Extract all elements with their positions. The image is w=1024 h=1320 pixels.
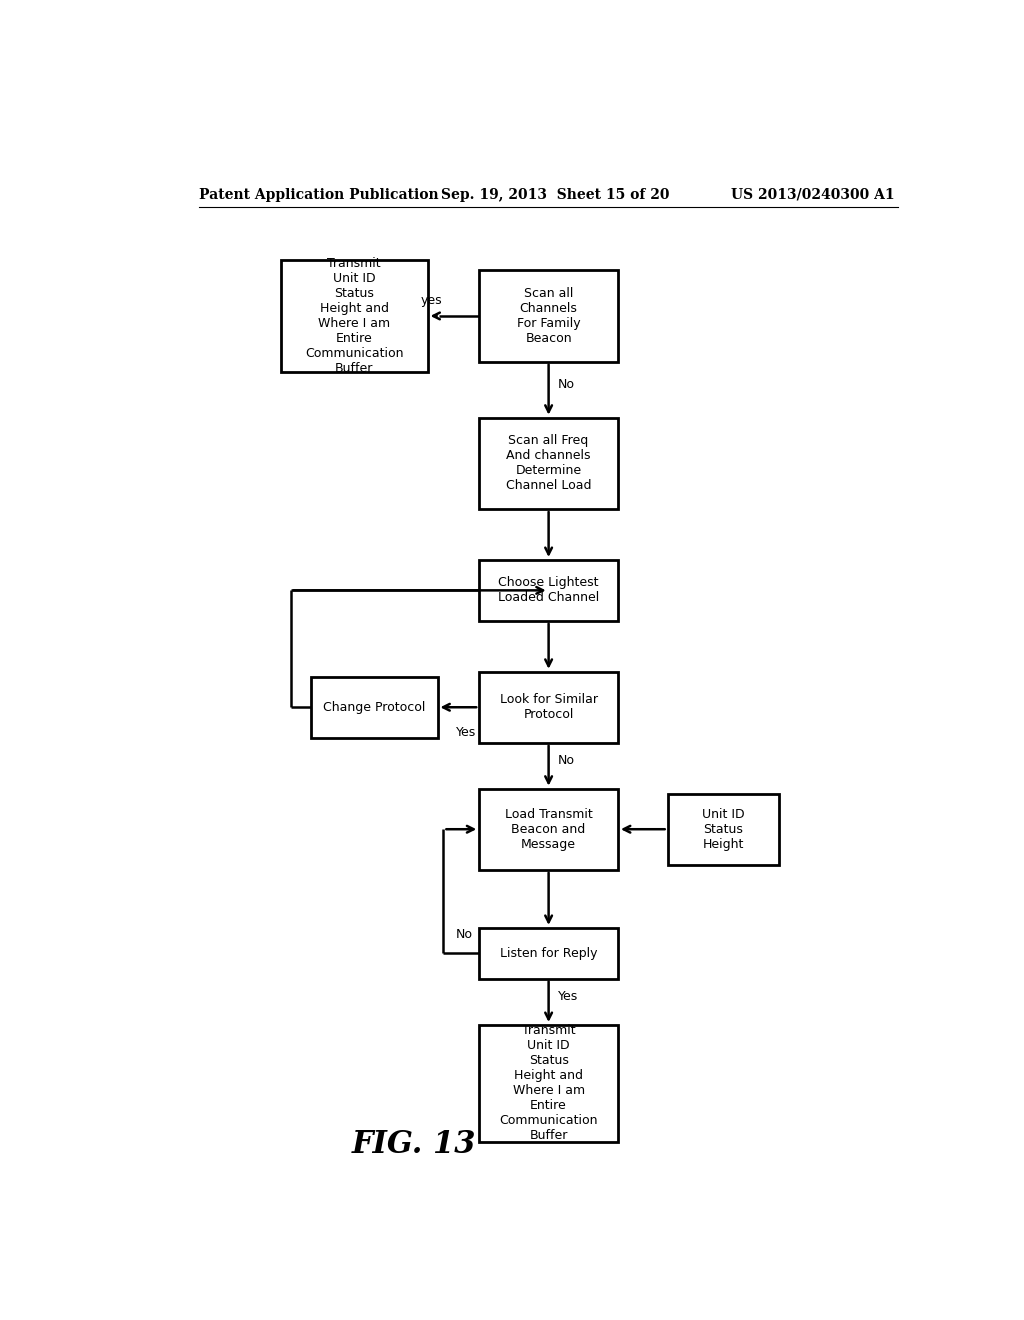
- FancyBboxPatch shape: [479, 672, 618, 743]
- Text: No: No: [456, 928, 473, 941]
- FancyBboxPatch shape: [281, 260, 428, 372]
- Text: No: No: [558, 754, 575, 767]
- FancyBboxPatch shape: [310, 677, 437, 738]
- Text: Transmit
Unit ID
Status
Height and
Where I am
Entire
Communication
Buffer: Transmit Unit ID Status Height and Where…: [305, 257, 403, 375]
- FancyBboxPatch shape: [479, 788, 618, 870]
- Text: Unit ID
Status
Height: Unit ID Status Height: [701, 808, 744, 850]
- Text: FIG. 13: FIG. 13: [351, 1129, 476, 1160]
- Text: Scan all
Channels
For Family
Beacon: Scan all Channels For Family Beacon: [517, 286, 581, 345]
- FancyBboxPatch shape: [479, 560, 618, 620]
- Text: Load Transmit
Beacon and
Message: Load Transmit Beacon and Message: [505, 808, 593, 850]
- FancyBboxPatch shape: [479, 1024, 618, 1142]
- FancyBboxPatch shape: [479, 271, 618, 362]
- Text: Choose Lightest
Loaded Channel: Choose Lightest Loaded Channel: [498, 577, 599, 605]
- Text: Yes: Yes: [456, 726, 476, 739]
- Text: Transmit
Unit ID
Status
Height and
Where I am
Entire
Communication
Buffer: Transmit Unit ID Status Height and Where…: [500, 1024, 598, 1142]
- FancyBboxPatch shape: [479, 417, 618, 510]
- Text: Scan all Freq
And channels
Determine
Channel Load: Scan all Freq And channels Determine Cha…: [506, 434, 591, 492]
- Text: Yes: Yes: [558, 990, 579, 1003]
- Text: US 2013/0240300 A1: US 2013/0240300 A1: [731, 187, 895, 202]
- Text: Listen for Reply: Listen for Reply: [500, 946, 597, 960]
- Text: Sep. 19, 2013  Sheet 15 of 20: Sep. 19, 2013 Sheet 15 of 20: [441, 187, 670, 202]
- FancyBboxPatch shape: [668, 793, 778, 865]
- Text: Look for Similar
Protocol: Look for Similar Protocol: [500, 693, 598, 721]
- FancyBboxPatch shape: [479, 928, 618, 978]
- Text: No: No: [558, 378, 575, 391]
- Text: yes: yes: [421, 294, 442, 308]
- Text: Change Protocol: Change Protocol: [323, 701, 425, 714]
- Text: Patent Application Publication: Patent Application Publication: [200, 187, 439, 202]
